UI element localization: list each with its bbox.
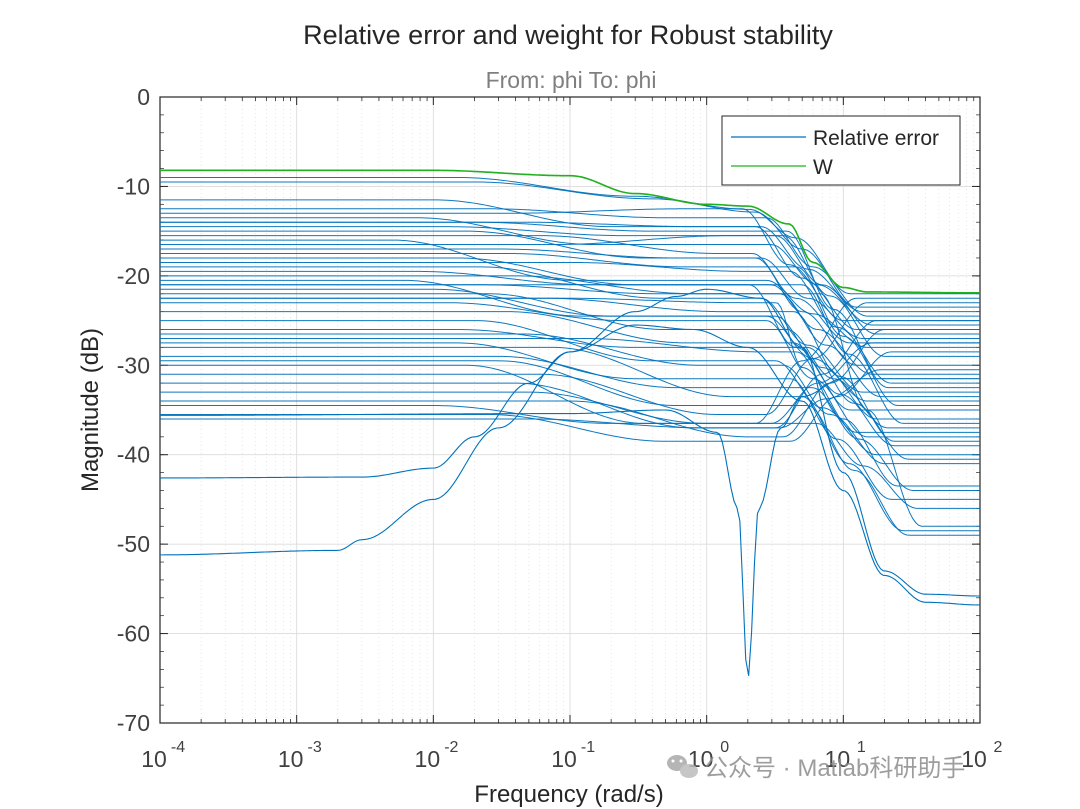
chart-title: Relative error and weight for Robust sta… — [303, 20, 833, 50]
relative-error-line — [160, 221, 980, 389]
relative-error-line — [160, 235, 980, 357]
relative-error-line — [160, 239, 980, 348]
relative-error-line — [160, 346, 980, 532]
y-tick-label: -10 — [117, 173, 150, 199]
x-tick-base: 10 — [825, 746, 851, 772]
x-tick-base: 10 — [961, 746, 987, 772]
relative-error-line — [160, 369, 980, 429]
relative-error-line — [160, 342, 980, 424]
series-layer — [160, 169, 980, 676]
relative-error-line — [160, 302, 980, 438]
relative-error-line — [160, 208, 980, 317]
relative-error-line — [160, 342, 980, 500]
x-tick-exponent: -3 — [308, 739, 322, 756]
relative-error-line — [160, 217, 980, 326]
x-axis-label: Frequency (rad/s) — [474, 781, 663, 808]
watermark: 公众号 · Matlab科研助手 — [667, 755, 965, 782]
legend-label-relative-error: Relative error — [813, 127, 939, 150]
relative-error-line — [160, 230, 980, 339]
y-axis-tick-labels: 0 -10 -20 -30 -40 -50 -60 -70 — [117, 84, 150, 736]
x-tick-base: 10 — [141, 746, 167, 772]
relative-error-line-mid-low-start — [160, 324, 980, 606]
relative-error-line — [160, 279, 980, 402]
relative-error-line — [160, 266, 980, 393]
y-tick-label: -40 — [117, 442, 150, 468]
relative-error-line — [160, 320, 980, 429]
x-tick-label: 10 -4 — [141, 739, 185, 772]
relative-error-line — [160, 320, 980, 456]
relative-error-line — [160, 360, 980, 536]
watermark-text: 公众号 · Matlab科研助手 — [704, 755, 965, 782]
relative-error-line — [160, 176, 980, 295]
y-tick-label: 0 — [137, 84, 150, 110]
wechat-icon — [667, 755, 698, 778]
x-tick-exponent: 1 — [857, 739, 866, 756]
chart-subtitle: From: phi To: phi — [486, 67, 657, 93]
x-tick-base: 10 — [551, 746, 577, 772]
relative-error-line — [160, 181, 980, 308]
legend-box — [721, 115, 961, 186]
x-tick-exponent: 2 — [994, 739, 1003, 756]
relative-error-line — [160, 391, 980, 509]
grid — [159, 96, 981, 724]
y-tick-label: -50 — [117, 531, 150, 557]
relative-error-line-notch — [160, 378, 980, 676]
relative-error-line — [160, 270, 980, 424]
y-axis-label: Magnitude (dB) — [77, 328, 104, 492]
relative-error-line — [160, 337, 980, 487]
y-tick-label: -20 — [117, 263, 150, 289]
relative-error-line — [160, 329, 980, 438]
relative-error-line — [160, 253, 980, 407]
x-tick-exponent: 0 — [720, 739, 729, 756]
y-tick-label: -70 — [117, 710, 150, 736]
relative-error-line — [160, 302, 980, 415]
relative-error-line — [160, 284, 980, 527]
relative-error-line — [160, 261, 980, 384]
x-tick-exponent: -2 — [444, 739, 458, 756]
weight-w-line — [160, 169, 980, 294]
y-tick-label: -60 — [117, 621, 150, 647]
relative-error-line — [160, 235, 980, 344]
relative-error-line — [160, 226, 980, 335]
x-tick-label: 10 1 — [825, 739, 866, 772]
relative-error-line — [160, 208, 980, 322]
x-tick-label: 10 2 — [961, 739, 1002, 772]
relative-error-line — [160, 248, 980, 366]
x-axis-tick-labels: 10 -4 10 -3 10 -2 10 -1 10 0 10 1 10 2 — [141, 739, 1002, 772]
x-tick-label: 10 -1 — [551, 739, 595, 772]
x-tick-exponent: -4 — [171, 739, 185, 756]
x-tick-base: 10 — [278, 746, 304, 772]
relative-error-line — [160, 288, 980, 420]
y-tick-label: -30 — [117, 352, 150, 378]
x-tick-label: 10 -3 — [278, 739, 322, 772]
relative-error-line — [160, 355, 980, 491]
x-tick-exponent: -1 — [581, 739, 595, 756]
relative-error-line — [160, 297, 980, 442]
legend-label-w: W — [813, 156, 833, 179]
relative-error-line — [160, 293, 980, 429]
legend: Relative error W — [721, 115, 961, 186]
relative-error-line — [160, 297, 980, 424]
x-tick-base: 10 — [415, 746, 441, 772]
x-tick-label: 10 -2 — [415, 739, 459, 772]
relative-error-line — [160, 333, 980, 465]
relative-error-line — [160, 329, 980, 460]
